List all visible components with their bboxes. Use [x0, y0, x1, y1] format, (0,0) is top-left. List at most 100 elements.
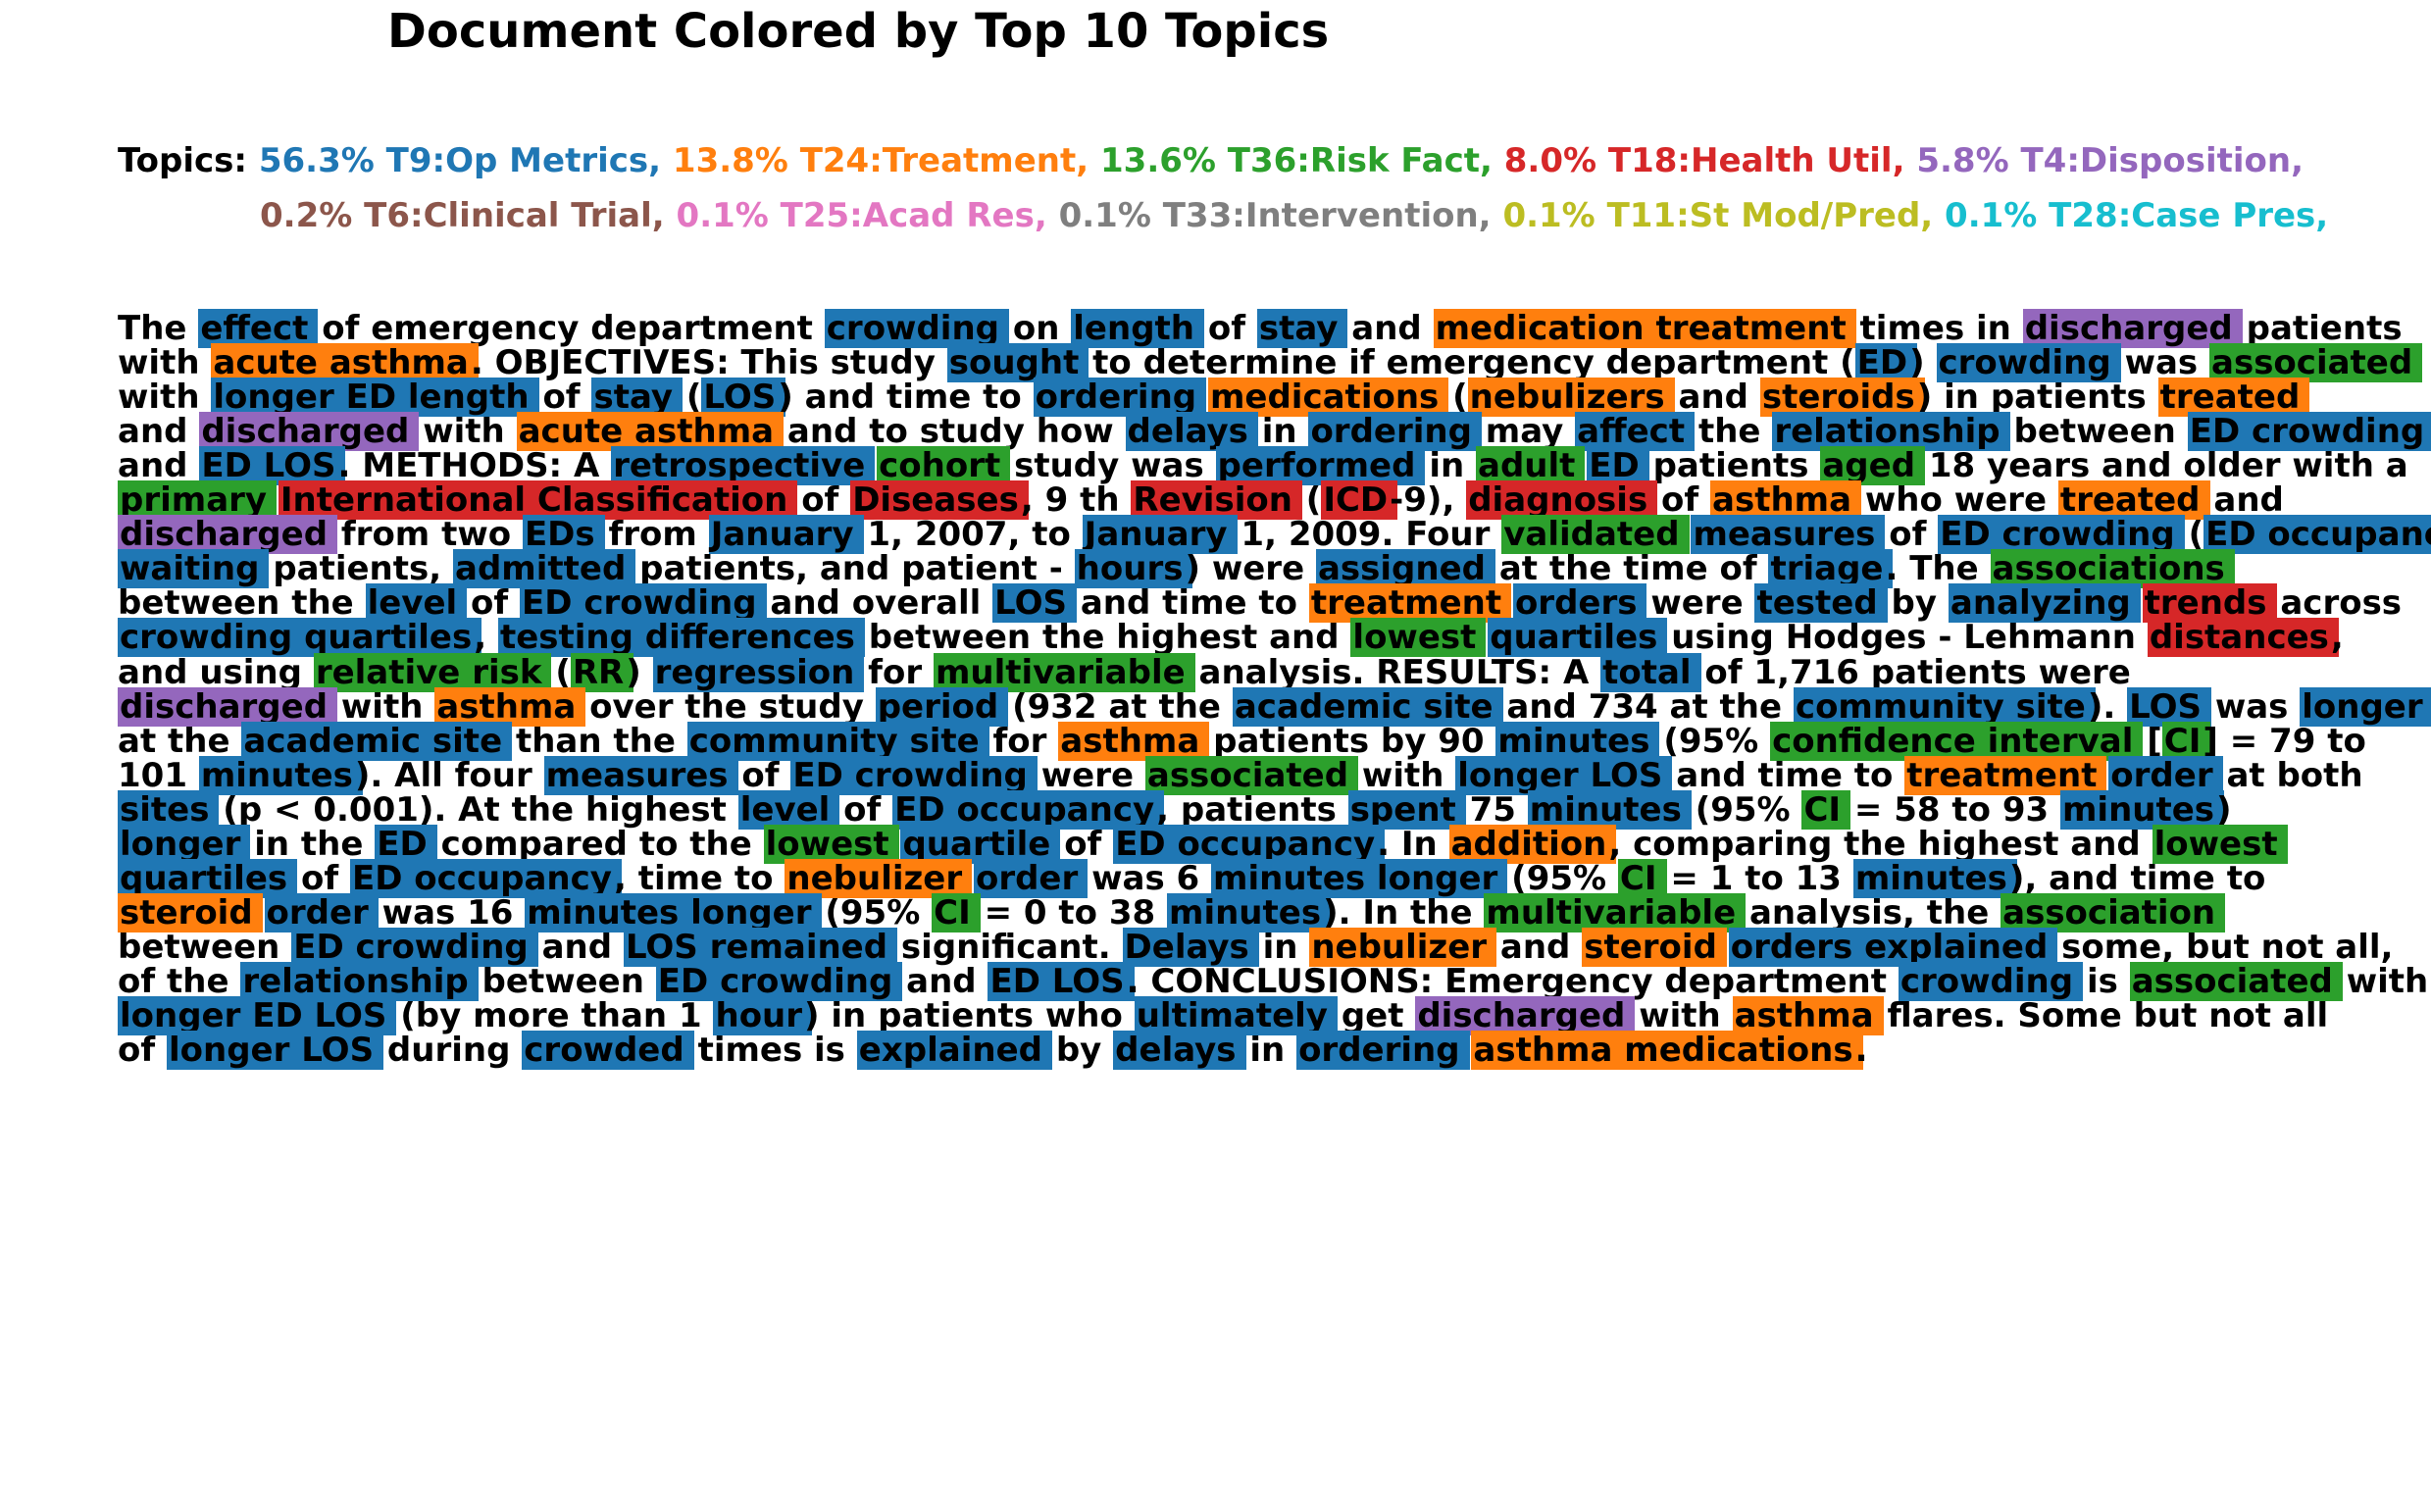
highlighted-term: lowest: [2152, 824, 2288, 864]
highlighted-term: validated: [1501, 515, 1690, 555]
document-line: of the relationship between ED crowding …: [118, 958, 2428, 1005]
highlighted-term: orders: [1512, 583, 1647, 624]
highlighted-term: crowding: [1936, 343, 2121, 383]
highlighted-term: nebulizer: [785, 858, 973, 898]
highlighted-term: effect: [198, 309, 319, 348]
plain-text: by: [1055, 1031, 1102, 1071]
plain-text: between: [481, 961, 644, 1001]
highlighted-term: ED LOS: [199, 446, 346, 486]
highlighted-term: ED: [1587, 446, 1649, 486]
highlighted-term: regression: [652, 652, 865, 692]
plain-text: . OBJECTIVES: This study: [470, 343, 936, 383]
highlighted-term: minutes longer: [1211, 858, 1508, 898]
highlighted-term: crowding: [1898, 961, 2084, 1001]
highlighted-term: lowest: [1350, 618, 1487, 658]
topics-legend-row-1: Topics: 56.3% T9:Op Metrics, 13.8% T24:T…: [118, 141, 2304, 180]
highlighted-term: lowest: [763, 824, 899, 864]
plain-text: of: [741, 755, 780, 795]
plain-text: (by more than 1: [400, 996, 702, 1035]
plain-text: and: [118, 412, 188, 452]
plain-text: in the: [254, 824, 364, 864]
plain-text: across: [2280, 583, 2403, 624]
highlighted-term: Revision: [1131, 480, 1302, 521]
highlighted-term: treatment: [1308, 583, 1512, 624]
plain-text: analysis, the: [1748, 892, 1990, 932]
highlighted-term: crowding: [824, 309, 1010, 348]
highlighted-term: longer: [2300, 686, 2431, 727]
plain-text: [: [2147, 721, 2162, 761]
plain-text: and: [1678, 378, 1749, 418]
plain-text: for: [992, 721, 1047, 761]
highlighted-term: nebulizers: [1467, 378, 1675, 418]
plain-text: , time to: [613, 858, 774, 898]
highlighted-term: triage: [1768, 549, 1894, 589]
highlighted-term: stay: [591, 378, 684, 418]
highlighted-term: stay: [1256, 309, 1348, 348]
plain-text: (95%: [1511, 858, 1607, 898]
plain-text: in: [1249, 1031, 1286, 1071]
document-line: and ED LOS. METHODS: A retrospective coh…: [118, 442, 2408, 489]
plain-text: 1, 2009. Four: [1241, 515, 1491, 555]
plain-text: (p < 0.001). At the highest: [223, 789, 727, 830]
plain-text: The: [118, 309, 187, 348]
plain-text: the: [1697, 412, 1761, 452]
highlighted-term: steroids: [1759, 378, 1925, 418]
plain-text: to determine if emergency department (: [1092, 343, 1855, 383]
plain-text: some, but not all,: [2061, 927, 2394, 967]
plain-text: . CONCLUSIONS: Emergency department: [1126, 961, 1888, 1001]
highlighted-term: delays: [1113, 1031, 1246, 1071]
highlighted-term: ultimately: [1134, 996, 1338, 1035]
highlighted-term: sites: [118, 789, 220, 830]
plain-text: .: [1854, 1031, 1868, 1071]
highlighted-term: associated: [1144, 755, 1359, 795]
plain-text: . In: [1377, 824, 1438, 864]
document-line: of longer LOS during crowded times is ex…: [118, 1027, 1867, 1074]
plain-text: on: [1012, 309, 1060, 348]
highlighted-term: order: [2108, 755, 2223, 795]
highlighted-term: CI: [2161, 721, 2211, 761]
plain-text: (95%: [1663, 721, 1759, 761]
topic-entry: 0.1% T25:Acad Res,: [676, 196, 1047, 235]
highlighted-term: January: [1082, 515, 1238, 555]
highlighted-term: ICD: [1321, 480, 1398, 521]
plain-text: during: [386, 1031, 511, 1071]
highlighted-term: testing differences: [497, 618, 865, 658]
highlighted-term: minutes: [1527, 789, 1692, 830]
highlighted-term: longer LOS: [167, 1031, 384, 1071]
plain-text: (: [1305, 480, 1322, 521]
highlighted-term: relationship: [240, 961, 479, 1001]
highlighted-term: order: [264, 892, 379, 932]
highlighted-term: discharged: [199, 412, 420, 452]
plain-text: may: [1485, 412, 1564, 452]
plain-text: of: [118, 1031, 156, 1071]
highlighted-term: treated: [2157, 378, 2310, 418]
highlighted-term: ED crowding: [520, 583, 767, 624]
highlighted-term: diagnosis: [1466, 480, 1658, 521]
highlighted-term: ED occupancy: [2203, 515, 2431, 555]
plain-text: between the: [118, 583, 354, 624]
highlighted-term: asthma: [434, 686, 586, 727]
plain-text: ,: [2330, 618, 2344, 658]
plain-text: 1, 2007, to: [867, 515, 1071, 555]
highlighted-term: measures: [1691, 515, 1886, 555]
plain-text: -9),: [1390, 480, 1455, 521]
plain-text: with: [340, 686, 424, 727]
plain-text: of: [471, 583, 509, 624]
plain-text: = 58 to 93: [1853, 789, 2050, 830]
plain-text: = 1 to 13: [1670, 858, 1842, 898]
plain-text: than the: [515, 721, 676, 761]
topic-entry: 13.6% T36:Risk Fact,: [1100, 141, 1493, 180]
plain-text: of the: [118, 961, 229, 1001]
plain-text: from: [608, 515, 697, 555]
highlighted-term: sought: [946, 343, 1089, 383]
highlighted-term: period: [875, 686, 1009, 727]
highlighted-term: discharged: [118, 686, 338, 727]
highlighted-term: academic site: [1232, 686, 1503, 727]
highlighted-term: explained: [856, 1031, 1052, 1071]
highlighted-term: LOS remained: [623, 927, 898, 967]
plain-text: between: [2013, 412, 2176, 452]
document-line: The effect of emergency department crowd…: [118, 305, 2403, 352]
plain-text: and: [906, 961, 977, 1001]
highlighted-term: orders explained: [1728, 927, 2058, 967]
plain-text: was 16: [381, 892, 514, 932]
